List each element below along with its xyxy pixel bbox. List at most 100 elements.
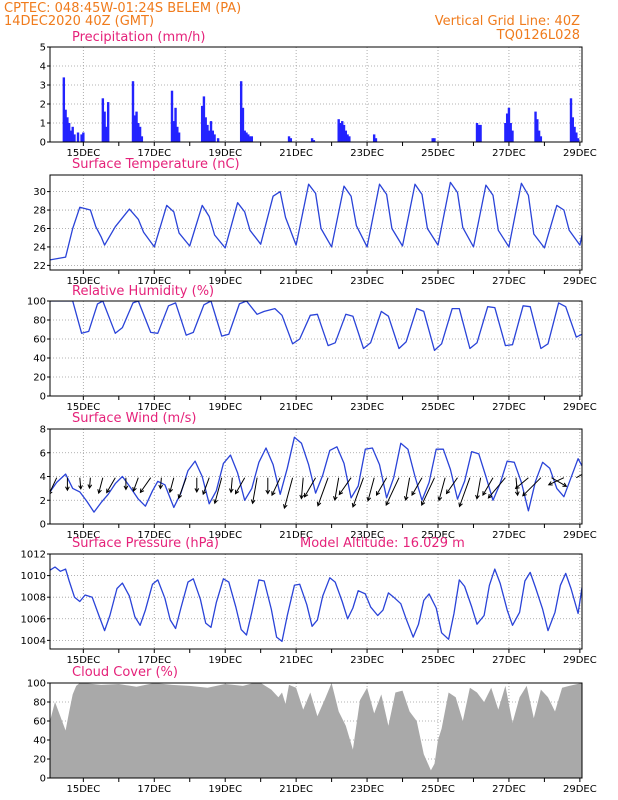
pressure-ytick-label: 1006 [21, 614, 46, 625]
wind-arrow [213, 477, 223, 505]
wind-arrow [234, 477, 246, 495]
precip-bar [239, 81, 243, 142]
precip-bar [339, 123, 342, 142]
rh-ytick-label: 100 [27, 297, 46, 308]
wind-arrow [514, 477, 529, 490]
pressure-title: Surface Pressure (hPa) [72, 536, 219, 551]
precip-bar [211, 130, 214, 142]
precip-bar [213, 134, 216, 142]
wind-arrow [445, 477, 458, 495]
cloud-xtick-label: 17DEC [137, 784, 171, 795]
temp-plot-area [50, 181, 582, 261]
precip-bar [176, 126, 179, 142]
precip-bar [172, 121, 175, 142]
wind-arrow [123, 477, 129, 491]
precip-bar [342, 124, 346, 142]
wind-xtick-label: 19DEC [208, 530, 242, 541]
precip-xtick-label: 29DEC [563, 148, 597, 159]
wind-frame [49, 428, 583, 525]
wind-arrow [228, 477, 234, 494]
pressure-ytick-label: 1004 [21, 636, 46, 647]
temp-ytick-label: 24 [33, 242, 46, 253]
wind-arrow [265, 477, 271, 495]
precip-bar [479, 124, 482, 142]
precip-ytick-label: 3 [40, 81, 46, 92]
wind-xtick-label: 17DEC [137, 530, 171, 541]
precip-bar [576, 138, 580, 142]
wind-arrow [299, 477, 305, 500]
cloud-ytick-label: 0 [40, 774, 46, 785]
pressure-xtick-label: 29DEC [563, 655, 597, 666]
cloud-xtick-label: 19DEC [208, 784, 242, 795]
precip-bar [174, 107, 177, 142]
header-gridline-note: Vertical Grid Line: 40Z [435, 14, 580, 29]
wind-arrow [420, 477, 435, 507]
precip-bar [248, 136, 252, 142]
precip-bar [64, 109, 67, 142]
rh-xtick-label: 25DEC [421, 402, 455, 413]
precip-xtick-label: 17DEC [137, 148, 171, 159]
wind-arrow [458, 477, 471, 508]
cloud-panel: 0 20 40 60 80 100 15DEC 17DEC 19DEC 21DEC 23DEC 25D… [27, 665, 597, 795]
pressure-series-line [50, 566, 582, 643]
precip-bar [511, 130, 514, 142]
rh-series-line [50, 301, 582, 352]
wind-arrow [87, 477, 93, 490]
precip-bar [346, 134, 349, 142]
wind-arrow [97, 477, 104, 495]
wind-arrow [316, 477, 329, 507]
precip-bar [289, 138, 293, 142]
wind-arrow [547, 477, 565, 486]
precip-panel: 0 1 2 3 4 5 15DEC 17DEC 19DEC 21DEC 23DEC 25DEC 27DE… [40, 30, 597, 159]
precip-bar [241, 107, 245, 142]
wind-arrow [194, 477, 200, 493]
precip-bar [67, 123, 71, 142]
wind-arrow [333, 477, 340, 502]
precip-bar [475, 123, 479, 142]
precip-bar [245, 132, 248, 142]
precip-xtick-label: 23DEC [350, 148, 384, 159]
header-model-code: TQ0126L028 [496, 28, 580, 43]
wind-panel: 0 2 4 6 8 15DEC 17DEC 19DEC 21DEC 23DEC 25DEC 27DEC… [40, 411, 597, 541]
precip-bar [537, 130, 541, 142]
wind-arrow [78, 477, 83, 490]
rh-frame [49, 300, 583, 397]
pressure-xtick-label: 23DEC [350, 655, 384, 666]
precip-bar [66, 117, 69, 142]
precip-bar [247, 134, 250, 142]
precip-bar [507, 107, 511, 142]
pressure-ytick-label: 1008 [21, 593, 46, 604]
cloud-xtick-label: 25DEC [421, 784, 455, 795]
cloud-xtick-label: 15DEC [66, 784, 100, 795]
pressure-panel: 1004 1006 1008 1010 1012 15DEC 17DEC 19DEC 21DEC… [21, 536, 597, 666]
wind-arrow [202, 477, 210, 496]
precip-bar [344, 130, 347, 142]
wind-xtick-label: 21DEC [279, 530, 313, 541]
rh-xtick-label: 21DEC [279, 402, 313, 413]
temp-panel: 22 24 26 28 30 15DEC 17DEC 19DEC 21DEC 23DEC 25DEC… [33, 157, 596, 287]
wind-arrow [139, 477, 152, 494]
precip-bar [534, 111, 537, 142]
cloud-xtick-label: 21DEC [279, 784, 313, 795]
cloud-plot-area [50, 683, 582, 778]
precip-bar [137, 123, 140, 142]
precip-bar [216, 138, 220, 142]
precip-xtick-label: 25DEC [421, 148, 455, 159]
rh-xtick-label: 23DEC [350, 402, 384, 413]
precip-bar [177, 132, 181, 142]
temp-xtick-label: 27DEC [492, 276, 526, 287]
cloud-ytick-label: 40 [33, 736, 46, 747]
precip-bar [138, 126, 142, 142]
wind-arrow [475, 477, 482, 500]
precip-ytick-label: 4 [40, 62, 46, 73]
wind-xtick-label: 23DEC [350, 530, 384, 541]
pressure-xtick-label: 17DEC [137, 655, 171, 666]
precip-bar [206, 124, 209, 142]
cloud-frame [49, 682, 583, 779]
wind-ytick-label: 4 [40, 472, 46, 483]
wind-arrow [303, 477, 317, 498]
precip-bar [103, 111, 106, 142]
precip-bar [71, 126, 74, 142]
wind-arrow [65, 477, 70, 492]
precip-ytick-label: 0 [40, 138, 46, 149]
